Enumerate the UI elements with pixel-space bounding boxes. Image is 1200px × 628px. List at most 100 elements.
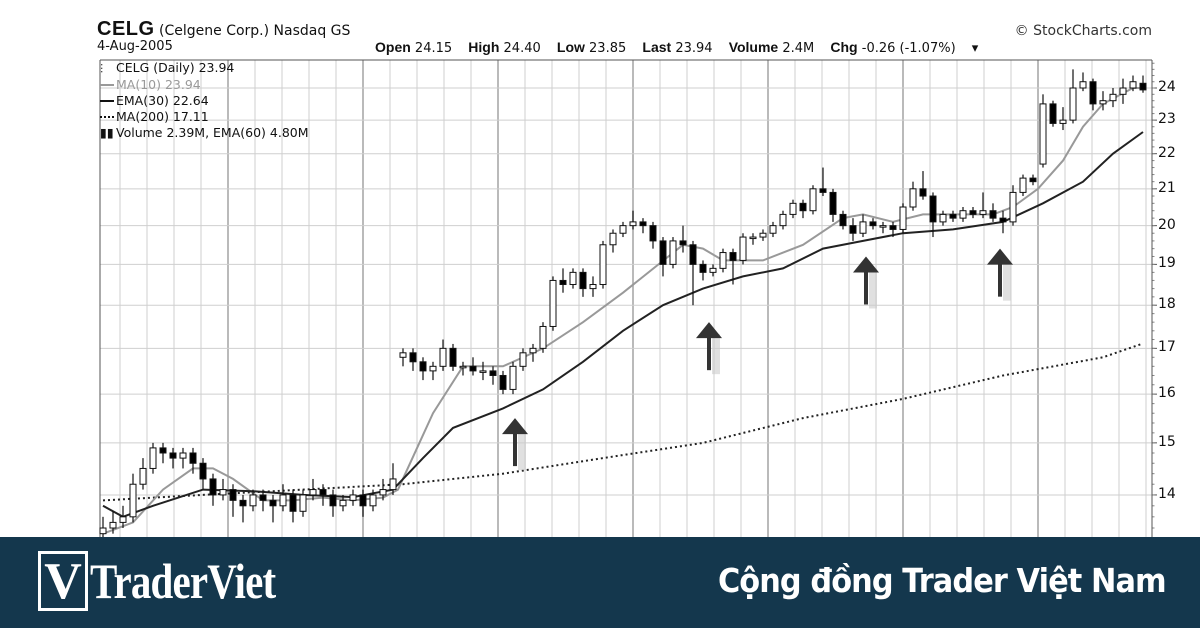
candle-body-up <box>179 452 187 459</box>
candle-body-down <box>409 352 417 363</box>
candle <box>219 478 227 501</box>
y-tick-label: 22 <box>1158 144 1176 161</box>
high-value: 24.40 <box>503 41 541 56</box>
candle-body-down <box>1049 103 1057 124</box>
candle-body-up <box>389 478 397 491</box>
candle <box>289 489 297 523</box>
candle-body-up <box>939 213 947 223</box>
candle <box>969 207 977 219</box>
candle <box>519 348 527 371</box>
candle <box>879 221 887 234</box>
candle <box>549 276 557 331</box>
candle-body-up <box>149 447 157 469</box>
candle <box>459 361 467 376</box>
traderviet-logo[interactable]: V TraderViet <box>38 551 316 611</box>
y-tick-label: 17 <box>1158 339 1176 356</box>
candle-body-down <box>229 489 237 501</box>
candle <box>709 264 717 277</box>
chart-legend: ⫶ CELG (Daily) 23.94 MA(10) 23.94 EMA(30)… <box>100 60 309 141</box>
candle-body-up <box>109 521 117 529</box>
candle-body-up <box>129 483 137 518</box>
candle-body-down <box>469 365 477 372</box>
candle-body-up <box>379 489 387 496</box>
candle <box>959 207 967 222</box>
candle-body-up <box>1009 191 1017 223</box>
copyright: © StockCharts.com <box>1014 23 1152 39</box>
arrow-head <box>502 418 528 435</box>
candle-body-up <box>739 236 747 261</box>
candle <box>269 494 277 523</box>
candle <box>1079 72 1087 92</box>
candle-body-up <box>479 370 487 373</box>
candle <box>899 203 907 234</box>
triangle-down-icon[interactable]: ▾ <box>971 41 979 56</box>
candle-body-up <box>899 206 907 230</box>
candle-body-up <box>1039 103 1047 165</box>
candle-body-up <box>349 494 357 501</box>
candle-body-up <box>859 221 867 234</box>
candle-body-down <box>699 263 707 273</box>
candle-body-up <box>139 467 147 485</box>
candle <box>359 489 367 517</box>
y-tick-label: 19 <box>1158 255 1176 272</box>
candle <box>409 348 417 371</box>
candle <box>199 458 207 490</box>
candle <box>559 268 567 293</box>
candle-body-down <box>1029 177 1037 183</box>
candle-body-up <box>219 489 227 496</box>
candle <box>279 484 287 512</box>
open-label: Open <box>375 39 411 55</box>
legend-item-ma200: MA(200) 17.11 <box>100 109 309 125</box>
candle-body-up <box>789 202 797 215</box>
candle <box>799 199 807 219</box>
candle-body-down <box>969 210 977 215</box>
candle-body-up <box>959 210 967 219</box>
candle-body-down <box>929 195 937 223</box>
candle-body-up <box>749 236 757 240</box>
candle-body-up <box>1119 87 1127 95</box>
candle-body-up <box>979 210 987 215</box>
y-tick-label: 15 <box>1158 433 1176 450</box>
arrow-shadow <box>1003 260 1011 301</box>
candle <box>1109 88 1117 108</box>
candle-body-down <box>819 188 827 193</box>
open-value: 24.15 <box>414 41 453 56</box>
candle-body-down <box>849 225 857 234</box>
candle-body-down <box>949 213 957 219</box>
candle <box>379 478 387 501</box>
candle <box>349 489 357 506</box>
candle <box>619 221 627 238</box>
candle <box>299 489 307 517</box>
candle-body-down <box>1139 82 1147 91</box>
arrow-shaft <box>998 260 1002 297</box>
candle-body-up <box>439 347 447 367</box>
candle-body-up <box>759 232 767 238</box>
candle <box>479 361 487 381</box>
traderviet-banner: V TraderViet Cộng đồng Trader Việt Nam <box>0 537 1200 628</box>
candle-body-down <box>359 494 367 507</box>
candle <box>699 260 707 281</box>
y-tick-label: 18 <box>1158 296 1176 313</box>
y-tick-label: 24 <box>1158 79 1176 95</box>
candle <box>889 221 897 238</box>
ticker-symbol: CELG <box>97 18 155 40</box>
candle-body-down <box>419 361 427 372</box>
candle-body-up <box>719 252 727 269</box>
candle-body-up <box>909 188 917 208</box>
candle-body-down <box>919 188 927 197</box>
candle-body-down <box>869 221 877 227</box>
arrow-head <box>987 248 1013 265</box>
volume-label: Volume <box>728 39 779 55</box>
candle <box>1129 75 1137 92</box>
candle-body-down <box>499 374 507 390</box>
candle <box>129 473 137 523</box>
candle-body-up <box>619 225 627 234</box>
ema30-line <box>102 131 1144 518</box>
y-tick-label: 21 <box>1158 179 1176 196</box>
candle <box>389 463 397 495</box>
candle-body-up <box>429 365 437 372</box>
chart-grid <box>99 59 1157 537</box>
candle-body-down <box>329 494 337 507</box>
candle <box>639 218 647 234</box>
candle <box>669 237 677 269</box>
